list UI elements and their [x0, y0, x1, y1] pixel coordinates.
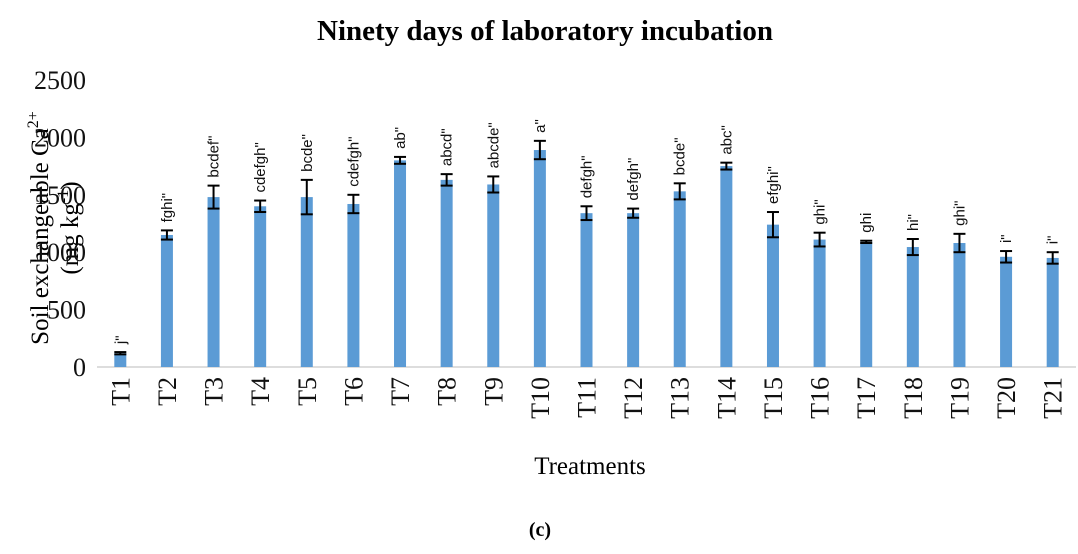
bar: [1046, 257, 1059, 367]
significance-label: abc": [718, 125, 735, 155]
bar: [440, 179, 453, 367]
x-tick-label: T15: [759, 377, 788, 419]
bar: [347, 203, 360, 367]
y-label-text: Soil exchangeable Ca: [27, 128, 54, 345]
x-axis-label: Treatments: [534, 453, 646, 480]
y-tick-label: 2000: [34, 123, 86, 152]
significance-label: bcdef": [206, 136, 223, 178]
significance-label: ghi": [812, 199, 829, 224]
significance-label: hi": [905, 214, 922, 231]
significance-label: defgh": [579, 155, 596, 198]
x-tick-label: T16: [806, 377, 835, 419]
x-tick-label: T9: [479, 377, 508, 406]
bar: [860, 241, 873, 367]
significance-label: bcde": [672, 137, 689, 175]
x-tick-label: T4: [246, 377, 275, 406]
bar: [394, 160, 407, 367]
bar: [673, 191, 686, 367]
significance-label: cdefgh": [345, 136, 362, 186]
y-tick-label: 500: [47, 296, 86, 325]
significance-label: abcde": [485, 122, 502, 168]
bar: [953, 243, 966, 367]
significance-label: a": [532, 119, 549, 133]
x-tick-label: T19: [945, 377, 974, 419]
y-tick-label: 0: [73, 353, 86, 382]
x-tick-label: T11: [573, 377, 602, 418]
bar: [720, 166, 733, 367]
x-tick-label: T21: [1039, 377, 1068, 419]
y-unit-end: ): [57, 181, 84, 189]
bar: [487, 184, 500, 367]
significance-label: j": [112, 335, 129, 345]
significance-label: ab": [392, 127, 409, 149]
x-tick-label: T12: [619, 377, 648, 419]
y-unit-sup: -1: [55, 190, 72, 203]
significance-label: i": [998, 234, 1015, 243]
x-tick-label: T18: [899, 377, 928, 419]
x-tick-label: T13: [666, 377, 695, 419]
bar: [580, 213, 593, 367]
x-tick-label: T8: [433, 377, 462, 406]
bar: [906, 247, 919, 367]
significance-label: i": [1045, 236, 1062, 245]
caption: (c): [529, 519, 551, 541]
bar: [627, 213, 640, 367]
x-tick-label: T17: [852, 377, 881, 419]
bar: [160, 234, 173, 367]
significance-label: cdefgh": [252, 142, 269, 192]
y-tick-label: 1500: [34, 181, 86, 210]
x-tick-label: T5: [293, 377, 322, 406]
x-tick-label: T1: [106, 377, 135, 406]
significance-label: abcd": [439, 128, 456, 166]
bar: [300, 197, 313, 367]
x-tick-label: T7: [386, 377, 415, 406]
x-tick-label: T20: [992, 377, 1021, 419]
x-tick-label: T10: [526, 377, 555, 419]
y-unit-text: (mg kg: [57, 203, 84, 275]
y-label-sup: 2+: [25, 111, 42, 128]
bar: [254, 206, 267, 367]
bar: [533, 150, 546, 367]
significance-label: fghi": [159, 193, 176, 223]
y-axis-unit: (mg kg-1): [55, 181, 84, 274]
y-tick-label: 2500: [34, 66, 86, 95]
x-tick-label: T3: [200, 377, 229, 406]
x-tick-label: T2: [153, 377, 182, 406]
x-tick-label: T14: [712, 377, 741, 419]
chart-title: Ninety days of laboratory incubation: [317, 15, 773, 47]
significance-label: ghi: [858, 213, 875, 233]
bar: [114, 353, 127, 367]
bar: [207, 197, 220, 367]
x-tick-label: T6: [339, 377, 368, 406]
significance-label: ghi": [951, 200, 968, 225]
significance-label: efghi": [765, 166, 782, 204]
y-tick-label: 1000: [34, 238, 86, 267]
bar: [766, 224, 779, 367]
bar: [813, 239, 826, 367]
y-axis-label: Soil exchangeable Ca2+: [25, 111, 54, 345]
bar: [1000, 256, 1013, 367]
significance-label: bcde": [299, 134, 316, 172]
significance-label: defgh": [625, 158, 642, 201]
